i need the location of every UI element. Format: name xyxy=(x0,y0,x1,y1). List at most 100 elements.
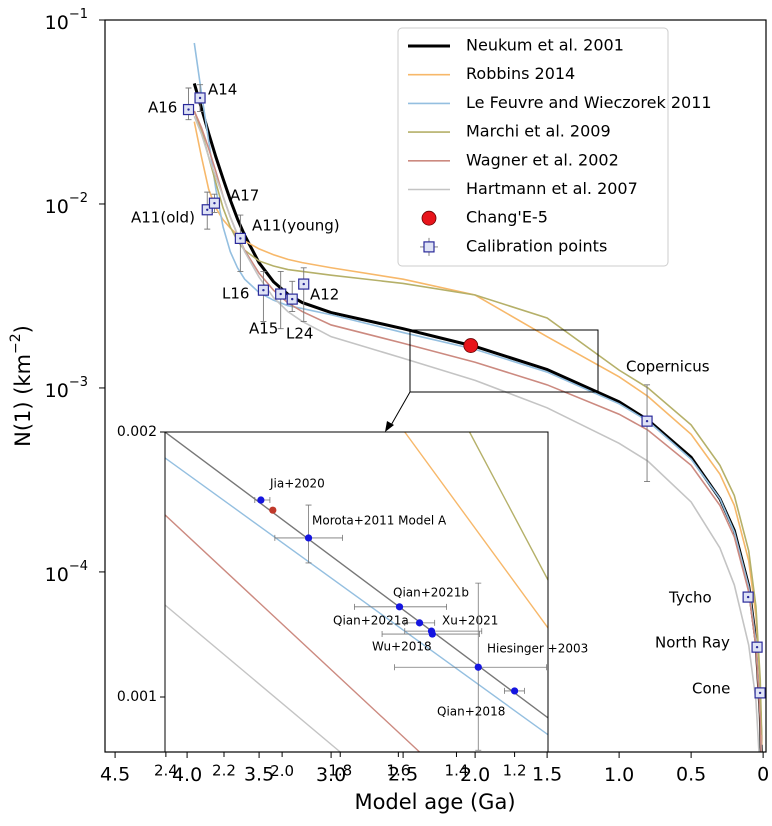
point-label: A14 xyxy=(208,81,237,99)
curve xyxy=(165,432,548,719)
curve xyxy=(165,604,341,752)
tick-label-base: 3.0 xyxy=(316,764,346,786)
tick-label: 0.5 xyxy=(676,764,706,786)
inset-plot xyxy=(165,432,548,752)
inset-point xyxy=(395,603,404,611)
inset-point xyxy=(510,687,519,695)
x-axis-label: Model age (Ga) xyxy=(354,790,515,814)
tick-label: 0.001 xyxy=(117,689,157,705)
tick-label: 10−1 xyxy=(45,7,88,34)
legend: Neukum et al. 2001 Robbins 2014 Le Feuvre … xyxy=(397,27,712,267)
x-error-bar xyxy=(394,664,547,671)
tick-label-base: 10 xyxy=(45,12,69,34)
curve xyxy=(468,432,548,581)
legend-label: Le Feuvre and Wieczorek 2011 xyxy=(466,93,712,112)
tick-label-base: 10 xyxy=(45,379,69,401)
tick-label-base: 10 xyxy=(45,563,69,585)
inset-background xyxy=(165,432,548,752)
calibration-point-center xyxy=(291,297,294,301)
curve xyxy=(193,115,760,752)
tick-label: 1.5 xyxy=(532,764,562,786)
legend-label: Calibration points xyxy=(466,236,607,255)
legend-label: Chang'E-5 xyxy=(466,208,548,227)
point-label: Copernicus xyxy=(626,358,710,376)
inset-point xyxy=(428,630,436,638)
plot-area xyxy=(192,42,763,752)
point-label: A11(old) xyxy=(131,209,195,227)
tick-label: 1.6 xyxy=(386,762,410,780)
point-label: A15 xyxy=(249,320,278,338)
tick-label: 2.2 xyxy=(212,762,236,780)
error-bar xyxy=(644,384,651,482)
point-label: A11(young) xyxy=(252,217,340,235)
inset-point-label: Qian+2018 xyxy=(437,705,505,719)
tick-label-base: 4.0 xyxy=(172,764,202,786)
point-label: North Ray xyxy=(655,634,730,652)
tick-label-exponent: −1 xyxy=(69,7,88,22)
legend-label: Hartmann et al. 2007 xyxy=(466,179,638,198)
tick-label: 2.0 xyxy=(270,762,294,780)
inset-point-label: Hiesinger +2003 xyxy=(487,642,588,656)
inset-point-label: Xu+2021 xyxy=(442,614,498,628)
inset-point xyxy=(474,663,482,671)
tick-label-base: 1.0 xyxy=(604,764,634,786)
calibration-point-center xyxy=(239,237,242,240)
point-label: A17 xyxy=(230,187,259,205)
tick-label: 1.8 xyxy=(328,762,352,780)
y-axis-label-part: N(1) (km xyxy=(11,354,35,447)
calibration-point-center xyxy=(645,419,649,423)
tick-label-base: 2.0 xyxy=(270,762,294,780)
inset-point xyxy=(257,496,265,504)
curve xyxy=(193,121,763,745)
calibration-point-center xyxy=(262,288,265,292)
calibration-point-center xyxy=(302,282,305,286)
inset-point xyxy=(304,534,313,542)
curve xyxy=(404,432,548,629)
calibration-point-center xyxy=(758,691,762,695)
tick-label-exponent: −3 xyxy=(69,374,88,389)
tick-label: 2.0 xyxy=(460,764,490,786)
point-label: A16 xyxy=(148,99,177,117)
curve xyxy=(165,457,548,736)
tick-label: 0 xyxy=(757,764,769,786)
tick-label: 4.5 xyxy=(100,764,130,786)
inset-point-label: Wu+2018 xyxy=(372,640,432,654)
y-axis-label: N(1) (km−2) xyxy=(8,325,35,447)
tick-label: 1.4 xyxy=(445,762,469,780)
tick-label: 2.5 xyxy=(388,764,418,786)
tick-label: 4.0 xyxy=(172,764,202,786)
calibration-point-center xyxy=(279,292,282,296)
tick-label: 10−2 xyxy=(45,190,88,217)
plot-frame xyxy=(104,19,767,753)
inset-point-label: Morota+2011 Model A xyxy=(312,514,447,528)
tick-label: 3.0 xyxy=(316,764,346,786)
calibration-point-center xyxy=(198,96,202,100)
curve xyxy=(165,514,421,752)
arrow-head xyxy=(385,421,394,432)
tick-label: 0.002 xyxy=(117,424,157,440)
calibration-point-center xyxy=(746,595,750,599)
tick-label-exponent: −2 xyxy=(69,190,88,205)
legend-label: Wagner et al. 2002 xyxy=(466,150,619,169)
tick-label: 3.5 xyxy=(244,764,274,786)
tick-label-exponent: −4 xyxy=(69,558,88,573)
y-error-bar xyxy=(305,504,312,564)
inset-point xyxy=(415,619,424,627)
inset-point-label: Qian+2021a xyxy=(333,614,409,628)
legend-swatch xyxy=(423,241,435,253)
x-error-bar xyxy=(404,628,483,635)
error-bar xyxy=(260,270,267,322)
legend-label: Neukum et al. 2001 xyxy=(466,36,624,55)
tick-label: 1.2 xyxy=(503,762,527,780)
tick-label: 10−4 xyxy=(45,558,88,585)
error-bar xyxy=(300,267,307,322)
inset-point-label: Qian+2021b xyxy=(393,586,469,600)
curve xyxy=(193,110,763,735)
calibration-point-center xyxy=(755,645,759,649)
tick-label: 1.0 xyxy=(604,764,634,786)
legend-swatch xyxy=(421,210,437,226)
point-label: Cone xyxy=(692,680,730,698)
point-label: L16 xyxy=(222,285,249,303)
